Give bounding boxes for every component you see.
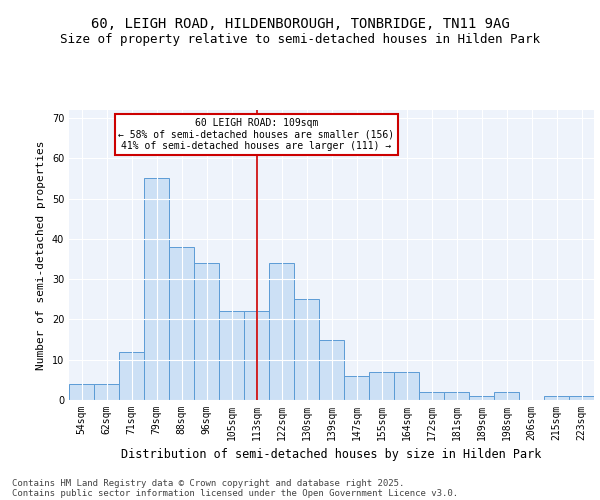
Bar [119,352,144,400]
Text: Size of property relative to semi-detached houses in Hilden Park: Size of property relative to semi-detach… [60,32,540,46]
Bar [469,396,494,400]
X-axis label: Distribution of semi-detached houses by size in Hilden Park: Distribution of semi-detached houses by … [121,448,542,462]
Text: 60 LEIGH ROAD: 109sqm
← 58% of semi-detached houses are smaller (156)
41% of sem: 60 LEIGH ROAD: 109sqm ← 58% of semi-deta… [118,118,395,152]
Bar [269,263,294,400]
Bar [544,396,569,400]
Bar [69,384,94,400]
Bar [444,392,469,400]
Bar [244,312,269,400]
Bar [494,392,519,400]
Bar [169,247,194,400]
Bar [394,372,419,400]
Bar [569,396,594,400]
Text: 60, LEIGH ROAD, HILDENBOROUGH, TONBRIDGE, TN11 9AG: 60, LEIGH ROAD, HILDENBOROUGH, TONBRIDGE… [91,18,509,32]
Bar [319,340,344,400]
Bar [294,300,319,400]
Bar [144,178,169,400]
Bar [94,384,119,400]
Text: Contains public sector information licensed under the Open Government Licence v3: Contains public sector information licen… [12,488,458,498]
Bar [219,312,244,400]
Y-axis label: Number of semi-detached properties: Number of semi-detached properties [36,140,46,370]
Bar [344,376,369,400]
Bar [194,263,219,400]
Bar [369,372,394,400]
Bar [419,392,444,400]
Text: Contains HM Land Registry data © Crown copyright and database right 2025.: Contains HM Land Registry data © Crown c… [12,478,404,488]
